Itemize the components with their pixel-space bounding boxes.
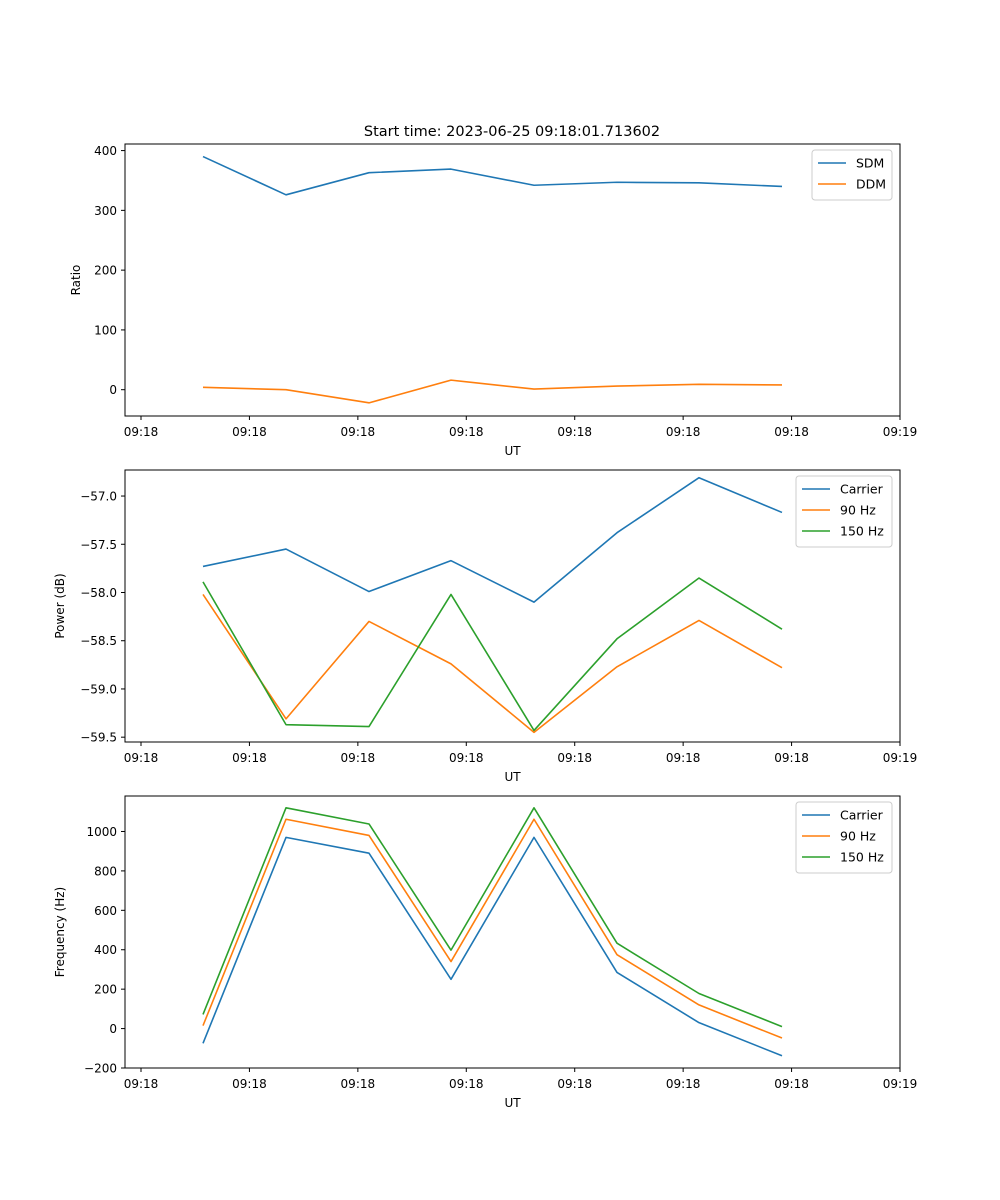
y-tick-label: −200 — [84, 1062, 117, 1076]
x-tick-label: 09:18 — [774, 425, 809, 439]
x-tick-label: 09:18 — [341, 425, 376, 439]
y-tick-label: 400 — [94, 943, 117, 957]
series-line-90-hz — [202, 593, 783, 734]
series-line-90-hz — [202, 818, 783, 1039]
legend-label: Carrier — [840, 808, 884, 823]
series-line-150-hz — [202, 577, 783, 732]
x-tick-label: 09:18 — [449, 751, 484, 765]
y-tick-label: 0 — [109, 383, 117, 397]
legend: Carrier 90 Hz 150 Hz — [795, 475, 893, 548]
y-tick-label: 800 — [94, 864, 117, 878]
x-tick-label: 09:18 — [557, 425, 592, 439]
x-tick-label: 09:18 — [666, 1077, 701, 1091]
y-tick-label: 400 — [94, 144, 117, 158]
x-tick-label: 09:18 — [774, 751, 809, 765]
subplot-1: 09:18 09:18 09:18 09:18 09:18 09:18 09:18 09:19… — [69, 143, 918, 458]
x-tick-label: 09:18 — [449, 425, 484, 439]
legend-label: SDM — [856, 156, 884, 171]
y-axis-label: Power (dB) — [53, 573, 67, 638]
y-tick-label: −59.0 — [80, 682, 117, 696]
y-tick-label: 600 — [94, 904, 117, 918]
x-axis-label: UT — [504, 770, 521, 784]
legend-label: Carrier — [840, 482, 884, 497]
axes-frame — [124, 143, 901, 417]
x-tick-label: 09:18 — [232, 1077, 267, 1091]
subplot-2: 09:18 09:18 09:18 09:18 09:18 09:18 09:18 09:19… — [53, 469, 918, 784]
axes-frame — [124, 795, 901, 1069]
x-tick-label: 09:19 — [883, 425, 918, 439]
y-tick-label: 1000 — [86, 825, 117, 839]
series-line-sdm — [202, 155, 783, 196]
y-axis-label: Frequency (Hz) — [53, 887, 67, 978]
y-tick-label: 100 — [94, 323, 117, 337]
axes-frame — [124, 469, 901, 743]
x-tick-label: 09:19 — [883, 751, 918, 765]
x-tick-label: 09:18 — [124, 751, 159, 765]
legend: Carrier 90 Hz 150 Hz — [795, 801, 893, 874]
x-tick-label: 09:18 — [557, 1077, 592, 1091]
x-tick-label: 09:18 — [557, 751, 592, 765]
x-tick-label: 09:18 — [774, 1077, 809, 1091]
subplots: 09:18 09:18 09:18 09:18 09:18 09:18 09:18 09:19… — [53, 143, 918, 1110]
x-tick-label: 09:18 — [232, 425, 267, 439]
y-axis-label: Ratio — [69, 265, 83, 296]
y-tick-label: 200 — [94, 264, 117, 278]
y-tick-label: 300 — [94, 204, 117, 218]
legend-label: 150 Hz — [840, 524, 884, 539]
y-tick-label: −58.0 — [80, 586, 117, 600]
x-axis-label: UT — [504, 1096, 521, 1110]
figure-title: Start time: 2023-06-25 09:18:01.713602 — [364, 124, 660, 140]
subplot-3: 09:18 09:18 09:18 09:18 09:18 09:18 09:18 09:19… — [53, 795, 918, 1110]
x-tick-label: 09:18 — [124, 425, 159, 439]
legend-box — [795, 801, 893, 874]
y-tick-label: −57.0 — [80, 490, 117, 504]
x-tick-label: 09:18 — [666, 751, 701, 765]
x-tick-label: 09:18 — [449, 1077, 484, 1091]
legend-label: DDM — [856, 177, 886, 192]
x-tick-label: 09:18 — [124, 1077, 159, 1091]
legend-label: 90 Hz — [840, 503, 876, 518]
y-tick-label: −57.5 — [80, 538, 117, 552]
series-line-carrier — [202, 836, 783, 1057]
legend-label: 90 Hz — [840, 829, 876, 844]
series-line-150-hz — [202, 807, 783, 1028]
y-tick-label: 0 — [109, 1022, 117, 1036]
y-tick-label: 200 — [94, 983, 117, 997]
x-tick-label: 09:18 — [232, 751, 267, 765]
y-tick-label: −59.5 — [80, 731, 117, 745]
x-tick-label: 09:18 — [666, 425, 701, 439]
x-tick-label: 09:18 — [341, 751, 376, 765]
x-axis-label: UT — [504, 444, 521, 458]
series-line-ddm — [202, 379, 783, 404]
legend-label: 150 Hz — [840, 850, 884, 865]
legend-box — [795, 475, 893, 548]
x-tick-label: 09:19 — [883, 1077, 918, 1091]
series-line-carrier — [202, 476, 783, 603]
x-tick-label: 09:18 — [341, 1077, 376, 1091]
legend: SDM DDM — [811, 149, 893, 201]
y-tick-label: −58.5 — [80, 634, 117, 648]
